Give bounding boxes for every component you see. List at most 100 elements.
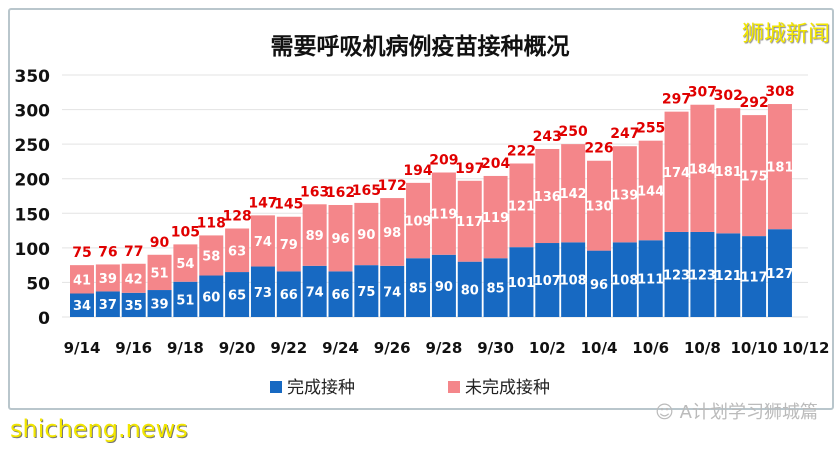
bar-not-completed <box>250 215 275 267</box>
bar-value-label: 60 <box>202 290 220 305</box>
bar-value-label: 90 <box>435 280 453 295</box>
x-tick-label: 9/22 <box>270 339 307 357</box>
total-label: 75 <box>72 245 91 261</box>
bar-value-label: 39 <box>99 272 117 287</box>
x-tick-label: 9/30 <box>477 339 514 357</box>
bar-completed <box>483 258 508 317</box>
bar-completed <box>561 242 586 317</box>
bar-not-completed <box>612 146 637 243</box>
total-label: 226 <box>584 141 613 157</box>
x-tick-label: 9/14 <box>64 339 101 357</box>
bar-value-label: 121 <box>715 269 742 284</box>
bar-value-label: 42 <box>125 272 143 287</box>
bar-value-label: 108 <box>611 274 638 289</box>
watermark-logo-text: 狮城新闻 <box>741 22 830 47</box>
bar-completed <box>225 272 250 317</box>
bar-value-label: 119 <box>482 211 509 226</box>
x-tick-label: 10/6 <box>632 339 669 357</box>
y-tick-label: 250 <box>15 136 51 156</box>
bar-value-label: 51 <box>151 266 169 281</box>
bar-completed <box>509 247 534 317</box>
total-label: 162 <box>326 185 355 201</box>
total-label: 90 <box>150 235 170 251</box>
bar-value-label: 121 <box>508 199 535 214</box>
bar-value-label: 65 <box>228 289 246 304</box>
bar-value-label: 73 <box>254 286 272 301</box>
total-label: 77 <box>124 244 143 260</box>
bar-not-completed <box>173 244 198 282</box>
bar-completed <box>250 266 275 317</box>
total-label: 204 <box>481 156 510 172</box>
bar-completed <box>406 258 431 317</box>
bar-completed <box>199 275 224 317</box>
bar-value-label: 96 <box>331 232 349 247</box>
bar-completed <box>354 265 379 317</box>
bar-value-label: 174 <box>663 166 690 181</box>
x-tick-label: 9/20 <box>219 339 256 357</box>
bar-completed <box>70 293 94 317</box>
bar-not-completed <box>121 263 146 293</box>
y-tick-label: 100 <box>15 240 51 260</box>
bar-value-label: 66 <box>280 288 298 303</box>
bar-value-label: 74 <box>383 285 401 300</box>
bar-completed <box>742 236 767 317</box>
bar-completed <box>664 231 689 317</box>
bar-not-completed <box>95 264 120 292</box>
bar-value-label: 85 <box>409 282 427 297</box>
total-label: 209 <box>429 152 458 168</box>
bar-value-label: 54 <box>176 257 194 272</box>
x-tick-label: 10/10 <box>730 339 777 357</box>
y-tick-label: 0 <box>38 309 50 329</box>
total-label: 297 <box>662 92 691 108</box>
x-tick-label: 10/2 <box>529 339 566 357</box>
legend-label: 完成接种 <box>287 378 355 398</box>
total-label: 255 <box>636 121 665 137</box>
bar-value-label: 107 <box>534 274 561 289</box>
bar-value-label: 39 <box>151 298 169 313</box>
bar-not-completed <box>690 104 715 232</box>
bar-value-label: 79 <box>280 238 298 253</box>
bar-value-label: 175 <box>741 170 768 185</box>
total-label: 197 <box>455 161 484 177</box>
bar-completed <box>121 292 146 317</box>
bar-value-label: 136 <box>534 190 561 205</box>
watermark-account: ☺ A计划学习狮城篇 <box>655 398 818 424</box>
bar-value-label: 184 <box>689 162 716 177</box>
bar-value-label: 41 <box>73 273 91 288</box>
bar-not-completed <box>328 204 353 272</box>
total-label: 128 <box>222 208 251 224</box>
total-label: 163 <box>300 184 329 200</box>
total-label: 105 <box>171 224 200 240</box>
bar-not-completed <box>302 204 327 266</box>
chart-title: 需要呼吸机病例疫苗接种概况 <box>271 33 570 60</box>
bar-value-label: 117 <box>456 215 483 230</box>
total-label: 222 <box>507 144 536 160</box>
x-tick-label: 9/16 <box>115 339 152 357</box>
bar-value-label: 51 <box>176 293 194 308</box>
legend-swatch <box>448 381 460 393</box>
bar-not-completed <box>380 198 405 266</box>
wechat-icon: ☺ <box>655 402 680 423</box>
bar-value-label: 127 <box>766 267 793 282</box>
total-label: 145 <box>274 197 303 213</box>
bar-value-label: 181 <box>715 165 742 180</box>
bar-value-label: 123 <box>663 268 690 283</box>
total-label: 250 <box>559 124 588 140</box>
total-label: 147 <box>248 195 277 211</box>
bar-value-label: 117 <box>741 271 768 286</box>
y-tick-label: 150 <box>15 205 51 225</box>
bar-value-label: 144 <box>637 184 664 199</box>
bar-value-label: 130 <box>585 200 612 215</box>
total-label: 194 <box>403 163 432 179</box>
bar-completed <box>302 265 327 317</box>
bar-value-label: 90 <box>357 228 375 243</box>
bar-value-label: 89 <box>306 229 324 244</box>
bar-not-completed <box>276 216 301 272</box>
bar-not-completed <box>199 235 224 276</box>
bar-completed <box>457 261 482 317</box>
bar-completed <box>95 291 120 317</box>
bar-value-label: 181 <box>766 161 793 176</box>
bar-value-label: 58 <box>202 249 220 264</box>
bar-not-completed <box>587 160 611 251</box>
